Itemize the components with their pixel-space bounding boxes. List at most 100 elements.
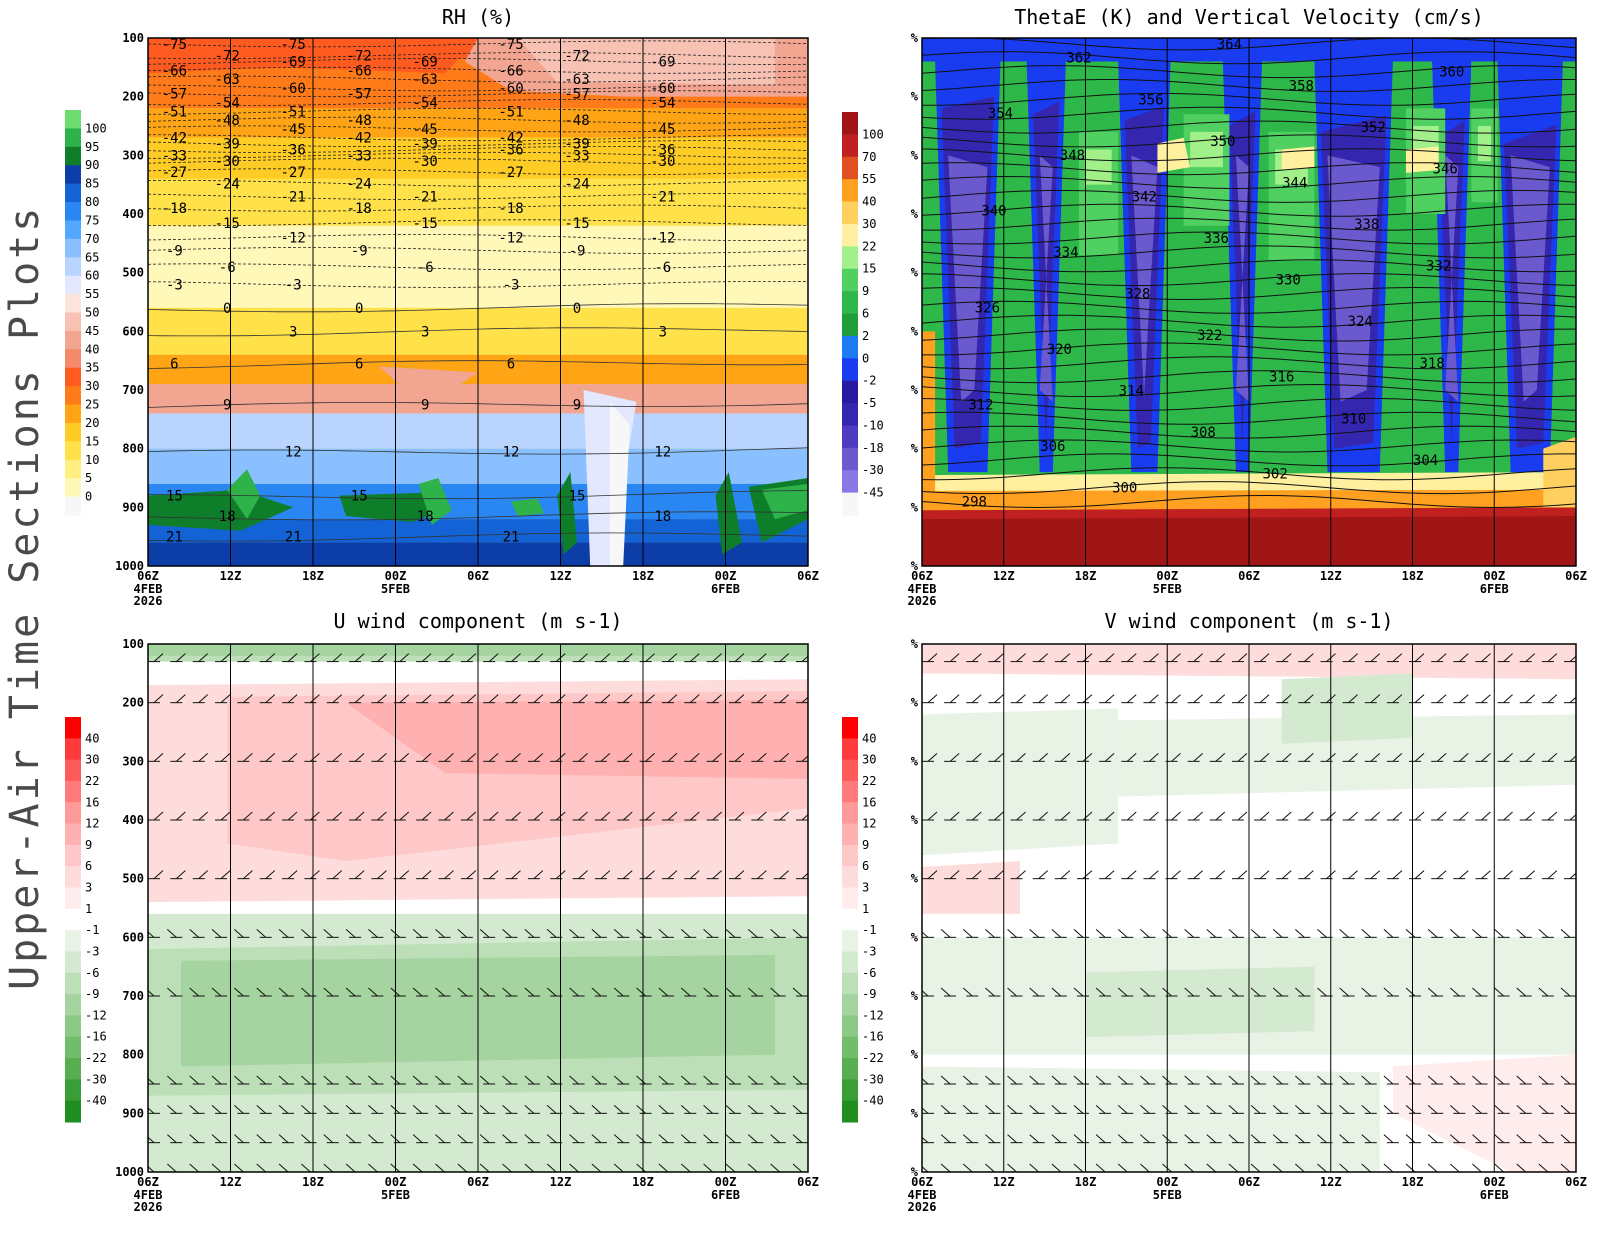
- u-barb-staff: [310, 694, 320, 704]
- u-barb-staff: [613, 1163, 624, 1172]
- u-barb-staff: [600, 653, 611, 662]
- v-barb-staff: [985, 1134, 995, 1144]
- rh-contour-label: -30: [413, 154, 438, 170]
- rh-contour-label: 9: [573, 398, 581, 414]
- u-barb-staff: [421, 653, 432, 662]
- v-barb-staff: [1525, 694, 1536, 704]
- u-barb-staff: [310, 870, 320, 880]
- u-barb-staff: [747, 1163, 758, 1172]
- u-x-tick-label: 00Z: [385, 1175, 407, 1189]
- u-colorbar-label: -3: [85, 944, 99, 958]
- u-barb-staff: [243, 694, 253, 704]
- u-barb-staff: [412, 928, 423, 938]
- v-barb-staff: [1547, 653, 1558, 662]
- u-barb-staff: [278, 1134, 289, 1144]
- u-barb-staff: [399, 694, 410, 704]
- v-barb-staff: [1494, 928, 1504, 938]
- rh-contour-label: -45: [650, 122, 675, 138]
- v-x-tick-label: 18Z: [1075, 1175, 1097, 1189]
- u-barb-staff: [278, 1104, 289, 1114]
- te-y-tick-label: %: [911, 442, 919, 456]
- te-x-tick-label: 00Z: [1156, 569, 1178, 583]
- te-colorbar-label: -18: [862, 441, 884, 455]
- u-barb-staff: [600, 694, 611, 704]
- rh-contour-label: -51: [498, 104, 523, 120]
- rh-contour-label: 18: [219, 509, 236, 525]
- u-barb-staff: [354, 811, 365, 821]
- v-barb-staff: [1250, 1075, 1261, 1085]
- v-barb-staff: [1029, 1104, 1040, 1114]
- rh-contour-label: -39: [215, 137, 240, 153]
- u-barb-staff: [524, 1075, 535, 1085]
- v-barb-staff: [1405, 987, 1416, 997]
- rh-green-blob: [227, 469, 261, 520]
- v-barb-staff: [1560, 987, 1571, 997]
- te-colorbar-label: 30: [862, 217, 876, 231]
- v-barb-staff: [1304, 811, 1314, 821]
- v-barb-staff: [985, 1104, 995, 1114]
- v-barb-staff: [1117, 1104, 1128, 1114]
- rh-contour-label: -6: [417, 260, 434, 276]
- thetae-contours: 298 300 302 304 306 308 310 312 314 316 318 320 322 3…: [922, 38, 1576, 510]
- v-barb-staff: [994, 870, 1004, 880]
- u-barb-staff: [176, 870, 186, 880]
- u-barb-staff: [412, 1163, 423, 1172]
- u-barb-staff: [457, 1104, 468, 1114]
- v-barb-staff: [940, 1104, 951, 1114]
- u-barb-staff: [578, 870, 588, 880]
- rh-contour-label: 3: [421, 324, 429, 340]
- v-barb-staff: [1060, 694, 1071, 704]
- rh-contour-label: -45: [413, 122, 438, 138]
- v-barb-staff: [1436, 870, 1447, 880]
- v-barb-staff: [927, 870, 938, 880]
- u-colorbar-label: 1: [85, 902, 92, 916]
- v-barb-staff: [1472, 1163, 1482, 1172]
- u-barb-staff: [243, 653, 253, 662]
- rh-contour-label: 18: [417, 509, 434, 525]
- v-barb-staff: [940, 1075, 951, 1085]
- u-barb-staff: [399, 811, 410, 821]
- thetae-ascent-core: [1039, 155, 1053, 402]
- u-barb-staff: [412, 1075, 423, 1085]
- u-colorbar-label: 30: [85, 753, 99, 767]
- rh-colorbar-swatch: [65, 238, 81, 258]
- u-barb-staff: [645, 694, 655, 704]
- v-barb-staff: [1295, 1104, 1305, 1114]
- u-barb-staff: [667, 694, 678, 704]
- u-barb-staff: [511, 653, 521, 662]
- u-barb-staff: [167, 1104, 177, 1114]
- u-barb-staff: [622, 752, 633, 762]
- v-barb-staff: [1547, 870, 1558, 880]
- v-barb-staff: [1250, 928, 1261, 938]
- v-barb-staff: [1472, 1104, 1482, 1114]
- u-barb-staff: [301, 1075, 311, 1085]
- v-barb-staff: [1215, 694, 1226, 704]
- rh-contour-label: -27: [162, 165, 187, 181]
- u-barb-staff: [636, 1075, 646, 1085]
- v-barb-staff: [1104, 752, 1115, 762]
- u-barb-staff: [734, 752, 745, 762]
- u-barb-staff: [734, 694, 745, 704]
- v-barb-staff: [1095, 1163, 1106, 1172]
- v-barb-staff: [1569, 813, 1576, 821]
- u-barb-staff: [703, 987, 713, 997]
- v-barb-staff: [1259, 811, 1270, 821]
- v-barb-staff: [1414, 694, 1425, 704]
- rh-contour-label: -15: [215, 216, 240, 232]
- rh-contour-label: -6: [654, 260, 671, 276]
- u-wind-colorbar: 40 30 22 16 12 9 6 3 1 -1 -3 -6 -9 -12 -16 -22 -30 -40: [65, 717, 107, 1123]
- u-barb-staff: [622, 811, 633, 821]
- u-barb-staff: [301, 1134, 311, 1144]
- rh-contour-label: 12: [285, 445, 302, 461]
- u-x-tick-label: 18Z: [302, 1175, 324, 1189]
- u-barb-staff: [444, 870, 454, 880]
- v-barb-staff: [1538, 1134, 1549, 1144]
- v-barb-staff: [1317, 1134, 1327, 1144]
- v-negative-area: [1118, 714, 1576, 797]
- v-barb-staff: [1392, 653, 1403, 662]
- thetae-contour-label: 338: [1354, 217, 1379, 233]
- u-barb-staff: [332, 694, 343, 704]
- u-barb-staff: [265, 694, 276, 704]
- v-x-date-label: 6FEB: [1480, 1188, 1509, 1202]
- te-colorbar-label: -30: [862, 463, 884, 477]
